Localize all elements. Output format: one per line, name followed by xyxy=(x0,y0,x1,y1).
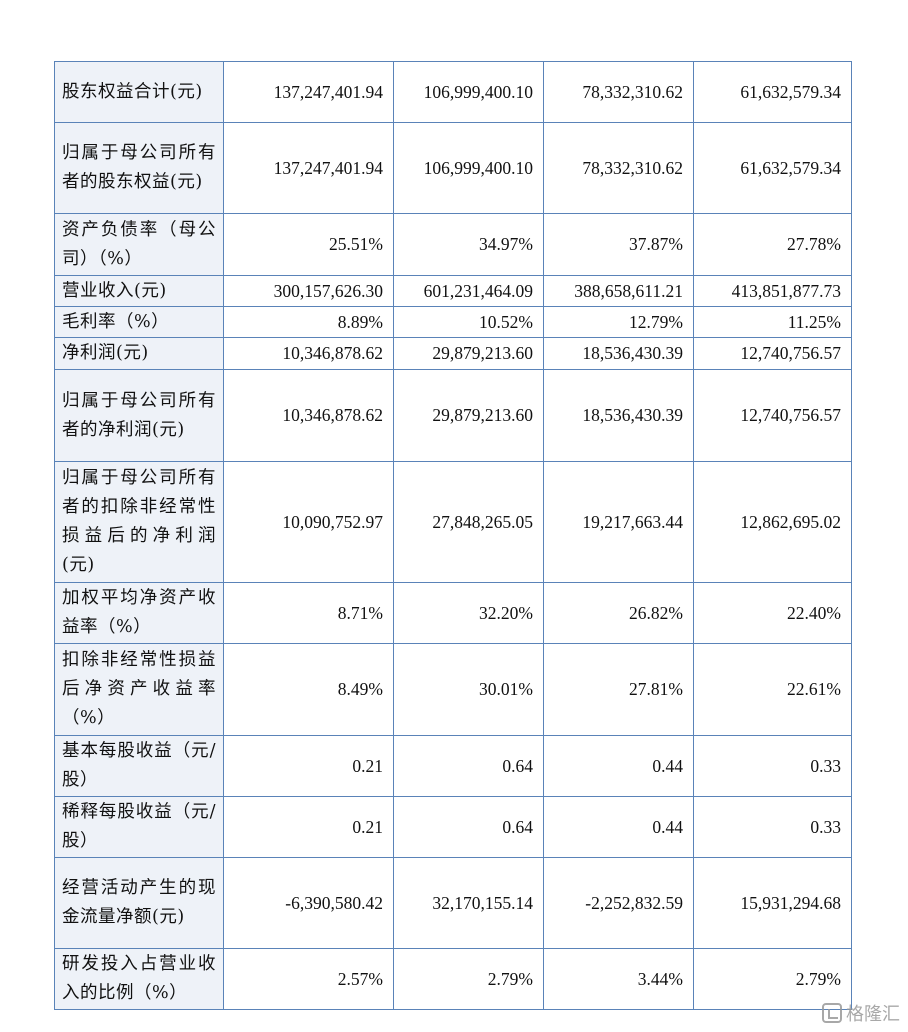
table-cell: 12,740,756.57 xyxy=(693,337,852,370)
table-cell: 0.64 xyxy=(393,796,544,858)
row-label: 加权平均净资产收益率（%） xyxy=(54,582,224,644)
table-cell: 11.25% xyxy=(693,306,852,338)
table-cell: 137,247,401.94 xyxy=(223,61,394,123)
table-cell: 37.87% xyxy=(543,213,694,276)
table-cell: 0.64 xyxy=(393,735,544,797)
table-cell: 8.49% xyxy=(223,643,394,736)
table-cell: 27.81% xyxy=(543,643,694,736)
table-cell: 413,851,877.73 xyxy=(693,275,852,307)
table-cell: 26.82% xyxy=(543,582,694,644)
table-cell: 27,848,265.05 xyxy=(393,461,544,583)
table-cell: 61,632,579.34 xyxy=(693,122,852,214)
table-cell: 0.33 xyxy=(693,796,852,858)
table-cell: 12,740,756.57 xyxy=(693,369,852,462)
table-row: 股东权益合计(元) 137,247,401.94 106,999,400.10 … xyxy=(54,61,852,123)
table-row: 加权平均净资产收益率（%） 8.71% 32.20% 26.82% 22.40% xyxy=(54,582,852,644)
row-label: 扣除非经常性损益后净资产收益率（%） xyxy=(54,643,224,736)
table-row: 归属于母公司所有者的扣除非经常性损益后的净利润(元) 10,090,752.97… xyxy=(54,461,852,583)
table-cell: 32.20% xyxy=(393,582,544,644)
table-cell: 106,999,400.10 xyxy=(393,61,544,123)
financial-indicators-table: 股东权益合计(元) 137,247,401.94 106,999,400.10 … xyxy=(54,61,852,1010)
table-cell: 0.21 xyxy=(223,735,394,797)
row-label: 股东权益合计(元) xyxy=(54,61,224,123)
table-cell: 601,231,464.09 xyxy=(393,275,544,307)
table-row: 扣除非经常性损益后净资产收益率（%） 8.49% 30.01% 27.81% 2… xyxy=(54,643,852,736)
table-cell: 106,999,400.10 xyxy=(393,122,544,214)
table-row: 研发投入占营业收入的比例（%） 2.57% 2.79% 3.44% 2.79% xyxy=(54,948,852,1010)
table-cell: 2.57% xyxy=(223,948,394,1010)
watermark-text: 格隆汇 xyxy=(846,1004,900,1025)
table-cell: 10.52% xyxy=(393,306,544,338)
table-cell: 32,170,155.14 xyxy=(393,857,544,949)
row-label: 经营活动产生的现金流量净额(元) xyxy=(54,857,224,949)
table-row: 归属于母公司所有者的净利润(元) 10,346,878.62 29,879,21… xyxy=(54,369,852,462)
table-cell: 0.44 xyxy=(543,796,694,858)
table-cell: 0.44 xyxy=(543,735,694,797)
table-cell: 27.78% xyxy=(693,213,852,276)
table-cell: 10,346,878.62 xyxy=(223,337,394,370)
table-cell: 34.97% xyxy=(393,213,544,276)
table-cell: 137,247,401.94 xyxy=(223,122,394,214)
row-label: 研发投入占营业收入的比例（%） xyxy=(54,948,224,1010)
watermark: 格隆汇 xyxy=(822,1000,900,1026)
table-cell: 2.79% xyxy=(393,948,544,1010)
row-label: 基本每股收益（元/股） xyxy=(54,735,224,797)
table-cell: 12.79% xyxy=(543,306,694,338)
table-cell: 22.40% xyxy=(693,582,852,644)
table-cell: 29,879,213.60 xyxy=(393,337,544,370)
table-cell: 10,090,752.97 xyxy=(223,461,394,583)
table-cell: 388,658,611.21 xyxy=(543,275,694,307)
row-label: 稀释每股收益（元/股） xyxy=(54,796,224,858)
table-cell: 78,332,310.62 xyxy=(543,122,694,214)
table-row: 稀释每股收益（元/股） 0.21 0.64 0.44 0.33 xyxy=(54,796,852,858)
table-cell: 8.71% xyxy=(223,582,394,644)
table-cell: 8.89% xyxy=(223,306,394,338)
table-cell: 18,536,430.39 xyxy=(543,369,694,462)
table-cell: -6,390,580.42 xyxy=(223,857,394,949)
table-row: 基本每股收益（元/股） 0.21 0.64 0.44 0.33 xyxy=(54,735,852,797)
table-cell: 19,217,663.44 xyxy=(543,461,694,583)
table-cell: 2.79% xyxy=(693,948,852,1010)
table-cell: -2,252,832.59 xyxy=(543,857,694,949)
row-label: 归属于母公司所有者的扣除非经常性损益后的净利润(元) xyxy=(54,461,224,583)
row-label: 资产负债率（母公司）（%） xyxy=(54,213,224,276)
table-cell: 300,157,626.30 xyxy=(223,275,394,307)
row-label: 归属于母公司所有者的净利润(元) xyxy=(54,369,224,462)
table-row: 经营活动产生的现金流量净额(元) -6,390,580.42 32,170,15… xyxy=(54,857,852,949)
table-cell: 18,536,430.39 xyxy=(543,337,694,370)
table-row: 资产负债率（母公司）（%） 25.51% 34.97% 37.87% 27.78… xyxy=(54,213,852,276)
table-row: 净利润(元) 10,346,878.62 29,879,213.60 18,53… xyxy=(54,337,852,370)
table-row: 归属于母公司所有者的股东权益(元) 137,247,401.94 106,999… xyxy=(54,122,852,214)
table-cell: 78,332,310.62 xyxy=(543,61,694,123)
table-cell: 30.01% xyxy=(393,643,544,736)
table-cell: 15,931,294.68 xyxy=(693,857,852,949)
table-row: 毛利率（%） 8.89% 10.52% 12.79% 11.25% xyxy=(54,306,852,338)
table-cell: 12,862,695.02 xyxy=(693,461,852,583)
table-cell: 22.61% xyxy=(693,643,852,736)
table-cell: 0.33 xyxy=(693,735,852,797)
row-label: 营业收入(元) xyxy=(54,275,224,307)
table-cell: 61,632,579.34 xyxy=(693,61,852,123)
table-cell: 0.21 xyxy=(223,796,394,858)
table-row: 营业收入(元) 300,157,626.30 601,231,464.09 38… xyxy=(54,275,852,307)
gelonghui-logo-icon xyxy=(822,1003,842,1023)
table-cell: 10,346,878.62 xyxy=(223,369,394,462)
row-label: 毛利率（%） xyxy=(54,306,224,338)
row-label: 归属于母公司所有者的股东权益(元) xyxy=(54,122,224,214)
row-label: 净利润(元) xyxy=(54,337,224,370)
table-cell: 29,879,213.60 xyxy=(393,369,544,462)
table-cell: 3.44% xyxy=(543,948,694,1010)
table-cell: 25.51% xyxy=(223,213,394,276)
